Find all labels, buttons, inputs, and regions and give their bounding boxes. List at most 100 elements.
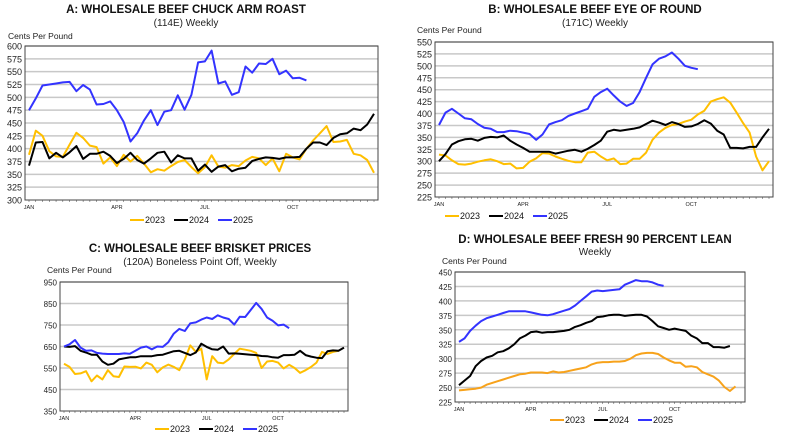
plot-frame <box>454 271 746 403</box>
y-tick-label: 300 <box>7 196 22 206</box>
chart-subtitle: (120A) Boneless Point Off, Weekly <box>123 257 277 268</box>
plot-frame <box>434 41 774 198</box>
x-tick-label: JUL <box>598 407 608 413</box>
y-tick-label: 350 <box>44 408 58 417</box>
y-tick-label: 950 <box>44 279 58 288</box>
y-tick-label: 750 <box>44 322 58 331</box>
y-tick-label: 350 <box>7 170 22 180</box>
chart-d: D: WHOLESALE BEEF FRESH 90 PERCENT LEAN … <box>395 230 785 440</box>
legend-label-2025: 2025 <box>548 211 568 221</box>
x-tick-label: OCT <box>287 205 299 211</box>
y-tick-label: 225 <box>417 193 432 203</box>
legend-label-2025: 2025 <box>258 424 278 434</box>
y-axis-label: Cents Per Pound <box>417 25 482 35</box>
y-tick-label: 400 <box>439 297 453 306</box>
series-line-2025 <box>63 301 290 355</box>
x-tick-label: JUL <box>202 416 212 422</box>
y-tick-label: 650 <box>44 343 58 352</box>
x-tick-label: OCT <box>669 407 681 413</box>
chart-svg: 225 250 275 300 325 350 375 400 425 450 JAN APR JUL O… <box>439 269 746 425</box>
chart-title: D: WHOLESALE BEEF FRESH 90 PERCENT LEAN <box>458 234 732 246</box>
series-line-2023 <box>438 96 770 172</box>
chart-subtitle: Weekly <box>578 247 612 258</box>
legend: 2023 2024 2025 <box>445 211 568 221</box>
series-line-2025 <box>458 279 664 343</box>
series-line-2023 <box>28 125 375 175</box>
chart-title: A: WHOLESALE BEEF CHUCK ARM ROAST <box>66 4 306 16</box>
y-tick-label: 450 <box>44 386 58 395</box>
y-tick-label: 275 <box>439 370 453 379</box>
series-line-2025 <box>438 51 699 141</box>
y-tick-label: 425 <box>7 131 22 141</box>
chart-a: A: WHOLESALE BEEF CHUCK ARM ROAST (114E)… <box>0 0 392 225</box>
series-line-2023 <box>63 344 339 383</box>
series-line-2024 <box>28 113 375 173</box>
x-tick-label: APR <box>130 416 141 422</box>
x-tick-label: APR <box>111 205 122 211</box>
legend-label-2025: 2025 <box>653 415 673 425</box>
legend: 2023 2024 2025 <box>130 215 253 225</box>
y-tick-label: 550 <box>417 38 432 48</box>
series-line-2025 <box>28 49 307 143</box>
y-tick-label: 375 <box>439 312 453 321</box>
series-line-2023 <box>458 351 737 392</box>
x-tick-label: OCT <box>272 416 284 422</box>
legend: 2023 2024 2025 <box>550 415 673 425</box>
chart-subtitle: (171C) Weekly <box>562 18 628 29</box>
y-tick-label: 600 <box>7 42 22 52</box>
y-tick-label: 400 <box>7 144 22 154</box>
y-tick-label: 450 <box>439 269 453 278</box>
legend-label-2024: 2024 <box>189 215 209 225</box>
x-tick-label: JAN <box>59 416 69 422</box>
y-tick-label: 375 <box>417 121 432 131</box>
legend-label-2023: 2023 <box>145 215 165 225</box>
legend-label-2025: 2025 <box>233 215 253 225</box>
x-tick-label: OCT <box>686 202 698 208</box>
y-axis-label: Cents Per Pound <box>8 31 73 41</box>
chart-subtitle: (114E) Weekly <box>153 18 219 29</box>
y-tick-label: 475 <box>417 73 432 83</box>
y-tick-label: 525 <box>417 49 432 59</box>
series-line-2024 <box>438 119 770 162</box>
y-tick-label: 400 <box>417 109 432 119</box>
y-tick-label: 250 <box>439 384 453 393</box>
x-tick-label: JUL <box>602 202 612 208</box>
y-tick-label: 300 <box>417 157 432 167</box>
y-axis-label: Cents Per Pound <box>47 265 112 275</box>
legend-label-2024: 2024 <box>504 211 524 221</box>
plot-frame <box>24 45 379 201</box>
x-tick-label: JUL <box>200 205 210 211</box>
y-tick-label: 350 <box>417 133 432 143</box>
y-axis-label: Cents Per Pound <box>442 256 507 266</box>
y-tick-label: 325 <box>439 341 453 350</box>
chart-title: C: WHOLESALE BEEF BRISKET PRICES <box>88 243 312 255</box>
y-tick-label: 450 <box>7 119 22 129</box>
y-tick-label: 550 <box>44 365 58 374</box>
legend-label-2024: 2024 <box>609 415 629 425</box>
y-tick-label: 350 <box>439 326 453 335</box>
legend-label-2023: 2023 <box>170 424 190 434</box>
legend-label-2023: 2023 <box>460 211 480 221</box>
chart-c: C: WHOLESALE BEEF BRISKET PRICES (120A) … <box>0 235 390 440</box>
y-tick-label: 450 <box>417 85 432 95</box>
series-line-2024 <box>458 313 731 386</box>
y-tick-label: 575 <box>7 54 22 64</box>
x-tick-label: JAN <box>434 202 444 208</box>
legend-label-2023: 2023 <box>565 415 585 425</box>
chart-title: B: WHOLESALE BEEF EYE OF ROUND <box>488 4 702 16</box>
y-tick-label: 300 <box>439 355 453 364</box>
y-tick-label: 475 <box>7 106 22 116</box>
x-tick-label: JAN <box>24 205 34 211</box>
y-tick-label: 225 <box>439 399 453 408</box>
y-tick-label: 425 <box>417 97 432 107</box>
y-tick-label: 250 <box>417 181 432 191</box>
y-tick-label: 425 <box>439 283 453 292</box>
y-tick-label: 500 <box>7 93 22 103</box>
series-line-2024 <box>63 342 345 366</box>
x-tick-label: JAN <box>454 407 464 413</box>
y-tick-label: 500 <box>417 61 432 71</box>
chart-b: B: WHOLESALE BEEF EYE OF ROUND (171C) We… <box>395 0 785 225</box>
x-tick-label: APR <box>525 407 536 413</box>
y-tick-label: 850 <box>44 300 58 309</box>
x-tick-label: APR <box>517 202 528 208</box>
